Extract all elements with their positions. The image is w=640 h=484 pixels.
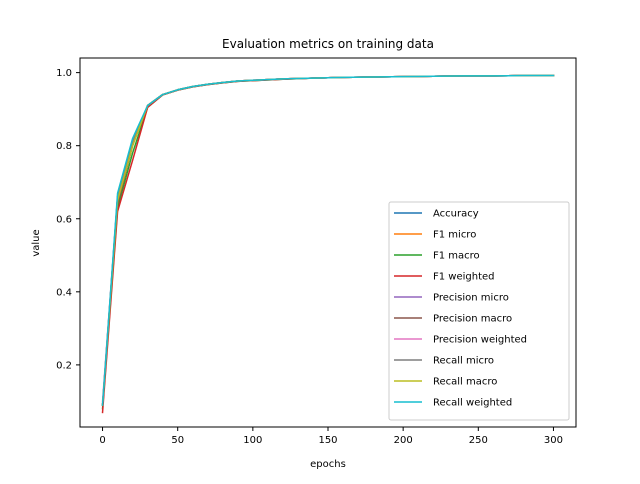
x-tick-label: 300 <box>544 435 563 446</box>
y-tick-label: 0.4 <box>56 287 72 298</box>
chart-title: Evaluation metrics on training data <box>222 37 434 51</box>
legend-label-f1-micro: F1 micro <box>433 230 476 241</box>
legend-label-precision-micro: Precision micro <box>433 293 509 304</box>
legend: Accuracy F1 micro F1 macro F1 weighted Preci… <box>388 201 570 421</box>
legend-label-f1-weighted: F1 weighted <box>433 272 495 283</box>
legend-label-recall-weighted: Recall weighted <box>433 398 512 409</box>
legend-label-f1-macro: F1 macro <box>433 251 480 262</box>
x-tick-label: 50 <box>171 435 184 446</box>
legend-label-accuracy: Accuracy <box>433 209 479 220</box>
x-tick-label: 100 <box>243 435 262 446</box>
legend-box <box>388 201 570 421</box>
x-tick-label: 200 <box>394 435 413 446</box>
y-tick-label: 0.6 <box>56 214 72 225</box>
plot-area-frame <box>79 57 577 428</box>
x-tick-label: 250 <box>469 435 488 446</box>
legend-label-recall-macro: Recall macro <box>433 377 497 388</box>
series-line-recall-weighted <box>101 74 555 406</box>
y-tick-label: 1.0 <box>56 68 72 79</box>
legend-label-precision-weighted: Precision weighted <box>433 335 527 346</box>
legend-label-recall-micro: Recall micro <box>433 356 494 367</box>
y-axis-label: value <box>31 229 42 256</box>
y-tick-label: 0.2 <box>56 360 72 371</box>
x-axis: 0 50 100 150 200 250 300 <box>99 427 563 446</box>
x-tick-label: 150 <box>318 435 337 446</box>
y-tick-label: 0.8 <box>56 141 72 152</box>
series-lines <box>101 74 555 414</box>
x-tick-label: 0 <box>99 435 105 446</box>
legend-label-precision-macro: Precision macro <box>433 314 512 325</box>
x-axis-label: epochs <box>310 459 346 470</box>
y-axis: 0.2 0.4 0.6 0.8 1.0 <box>56 68 80 371</box>
